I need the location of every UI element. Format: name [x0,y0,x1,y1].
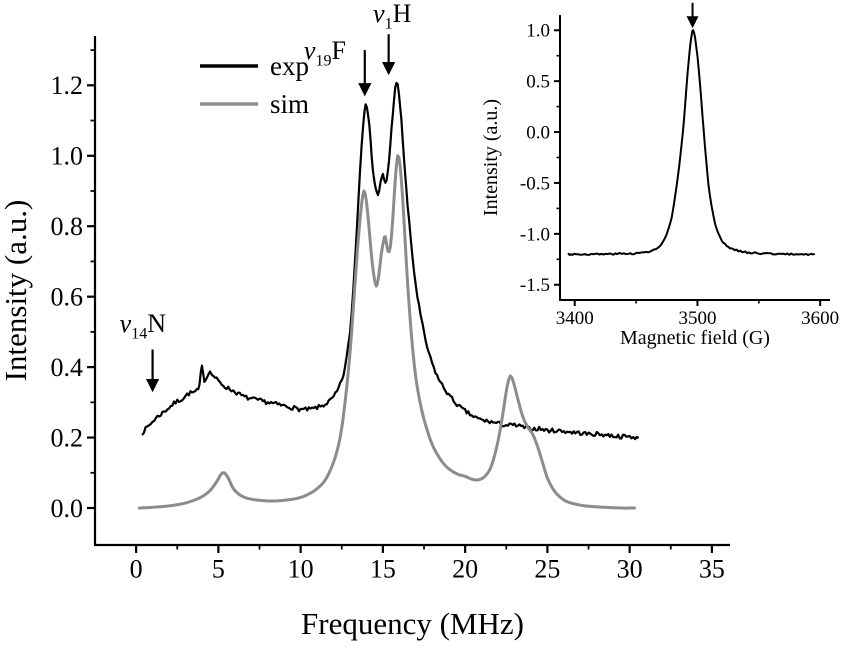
x-tick-label: 25 [534,555,560,584]
x-tick-label: 5 [212,555,225,584]
x-tick-label: 3400 [556,308,594,329]
y-tick-label: 0.8 [51,212,84,241]
x-tick-label: 30 [617,555,643,584]
y-axis-label: Intensity (a.u.) [0,200,33,382]
y-tick-label: 0.5 [526,72,550,93]
peak-annotation-label: ν19F [304,36,346,69]
y-tick-label: 0.6 [51,283,84,312]
x-tick-label: 3500 [678,308,716,329]
x-tick-label: 35 [699,555,725,584]
x-tick-label: 15 [370,555,396,584]
peak-annotation: ν19F [304,36,372,97]
x-tick-label: 20 [452,555,478,584]
main-plot: 0 5 10 15 20 25 30 35 0.0 0.2 0.4 0.6 0.8 1.0 1.2 Frequ… [0,0,730,641]
x-axis-label: Magnetic field (G) [620,327,770,349]
y-tick-label: 0.4 [51,353,84,382]
y-tick-label: -1.5 [520,275,550,296]
series-epr-line [567,29,816,257]
y-tick-label: 0.0 [51,494,84,523]
axes-spines [559,15,830,301]
y-axis-label: Intensity (a.u.) [480,99,502,216]
y-tick-label: -1.0 [520,224,550,245]
legend-label-exp: exp [270,51,309,81]
peak-annotation-label: ν1H [373,0,412,32]
y-tick-label: 1.2 [51,71,84,100]
inset-plot: 3400 3500 3600 1.0 0.5 0.0 -0.5 -1.0 -1.5 Magneti… [480,2,839,349]
peak-annotation: ν14N [120,309,167,393]
y-tick-label: 1.0 [51,142,84,171]
x-tick-label: 0 [130,555,143,584]
peak-annotation: ν1H [373,0,412,76]
y-tick-label: 1.0 [526,21,550,42]
y-tick-label: -0.5 [520,173,550,194]
series-exp-line [141,81,639,441]
x-tick-label: 10 [288,555,314,584]
peak-annotation-label: ν14N [120,309,167,342]
series-sim-line [137,154,637,510]
axes-spines [93,36,730,547]
x-axis-label: Frequency (MHz) [301,606,524,641]
x-tick-label: 3600 [801,308,839,329]
legend: exp sim [200,51,309,119]
y-tick-label: 0.2 [51,423,84,452]
legend-label-sim: sim [270,89,309,119]
y-tick-label: 0.0 [526,123,550,144]
